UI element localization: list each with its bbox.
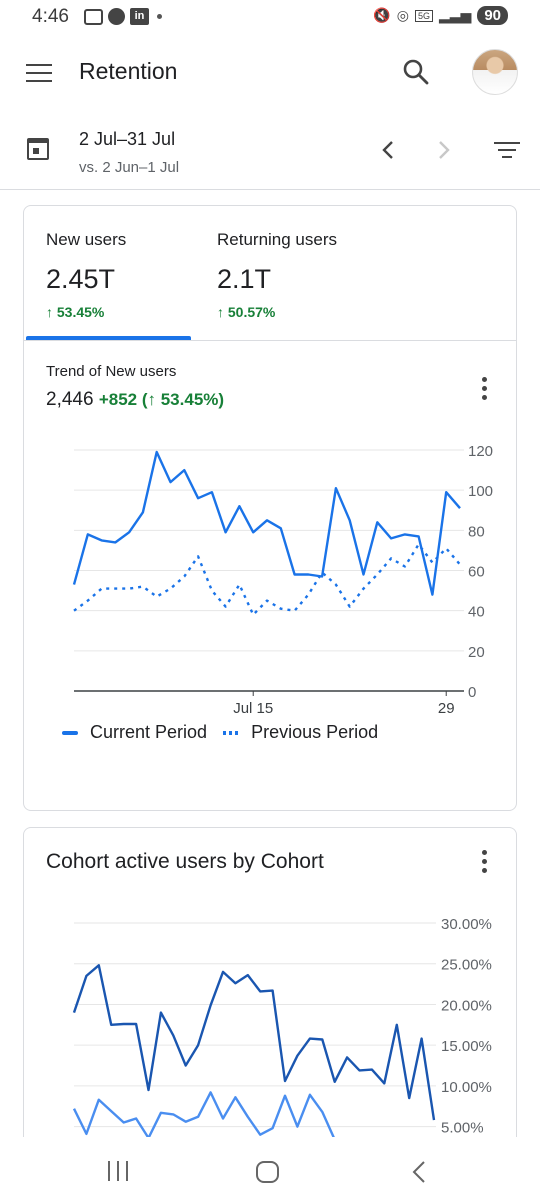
- y-tick-label: 10.00%: [441, 1079, 492, 1096]
- home-icon[interactable]: [256, 1161, 279, 1183]
- y-tick-label: 60: [468, 564, 485, 581]
- trend-value: 2,446 +852 (↑ 53.45%): [46, 389, 224, 411]
- page-title: Retention: [79, 58, 178, 84]
- legend-solid-swatch: [62, 730, 78, 735]
- chart-legend: Current Period Previous Period: [62, 722, 378, 743]
- y-tick-label: 25.00%: [441, 957, 492, 974]
- y-tick-label: 0: [468, 684, 476, 701]
- y-tick-label: 15.00%: [441, 1038, 492, 1055]
- app-bar: Retention: [0, 34, 540, 110]
- legend-current: Current Period: [90, 722, 208, 742]
- record-icon: [108, 8, 125, 25]
- metric-returning-users[interactable]: Returning users 2.1T ↑ 50.57%: [217, 230, 337, 320]
- status-time: 4:46: [32, 6, 69, 27]
- chevron-right-icon: [439, 141, 450, 159]
- y-tick-label: 20.00%: [441, 997, 492, 1014]
- hotspot-icon: ◎: [396, 7, 409, 23]
- more-notifications-icon: [157, 14, 162, 19]
- metric-value: 2.45T: [46, 264, 116, 294]
- recents-icon[interactable]: [108, 1161, 128, 1181]
- x-tick-label: 29: [438, 700, 455, 716]
- avatar[interactable]: [472, 49, 518, 95]
- y-tick-label: 20: [468, 644, 485, 661]
- y-tick-label: 40: [468, 604, 485, 621]
- chevron-left-icon[interactable]: [378, 138, 398, 162]
- cohort-series-line: [72, 964, 436, 1121]
- filter-icon[interactable]: [494, 142, 520, 162]
- search-icon[interactable]: [402, 58, 430, 86]
- y-tick-label: 5.00%: [441, 1120, 484, 1137]
- metric-value: 2.1T: [217, 264, 272, 294]
- battery-icon: 90: [477, 6, 508, 25]
- y-tick-label: 120: [468, 443, 493, 460]
- selected-tab-indicator: [26, 336, 191, 340]
- legend-dashed-swatch: [223, 730, 240, 735]
- metric-label: New users: [46, 230, 127, 249]
- menu-icon[interactable]: [26, 64, 52, 84]
- system-nav-bar: [0, 1137, 540, 1204]
- cohort-chart: 5.00% 10.00% 15.00% 20.00% 25.00% 30.00%: [72, 916, 492, 1138]
- metric-delta: ↑ 53.45%: [46, 304, 105, 320]
- status-notification-icons: in: [84, 8, 162, 25]
- users-overview-card: New users 2.45T ↑ 53.45% Returning users…: [23, 205, 517, 811]
- trend-total: 2,446: [46, 389, 94, 410]
- more-options-icon[interactable]: [482, 377, 488, 401]
- y-tick-label: 30.00%: [441, 916, 492, 933]
- compare-range: vs. 2 Jun–1 Jul: [79, 159, 180, 176]
- divider: [24, 340, 516, 341]
- status-system-icons: 🔇 ◎ 5G ▂▃▅ 90: [373, 6, 508, 25]
- trend-delta: +852 (↑ 53.45%): [98, 390, 225, 409]
- legend-previous: Previous Period: [251, 722, 379, 742]
- more-options-icon[interactable]: [482, 850, 488, 874]
- y-tick-label: 80: [468, 523, 485, 540]
- cohort-card: Cohort active users by Cohort 5.00% 10.00…: [23, 827, 517, 1157]
- y-tick-label: 100: [468, 483, 493, 500]
- cohort-title: Cohort active users by Cohort: [46, 850, 324, 873]
- trend-chart: 0 20 40 60 80 100 120 Jul 15 29: [72, 443, 493, 716]
- cohort-series-line: [72, 1091, 336, 1138]
- back-icon[interactable]: [408, 1159, 430, 1185]
- previous-period-line: [73, 543, 461, 616]
- metric-new-users[interactable]: New users 2.45T ↑ 53.45%: [46, 230, 126, 320]
- network-type-icon: 5G: [414, 9, 433, 22]
- date-range-bar: 2 Jul–31 Jul vs. 2 Jun–1 Jul: [0, 110, 540, 190]
- screenshot-icon: [84, 8, 103, 25]
- metric-delta: ↑ 50.57%: [217, 304, 276, 320]
- calendar-icon[interactable]: [27, 138, 49, 160]
- linkedin-icon: in: [130, 8, 149, 25]
- metric-label: Returning users: [217, 230, 338, 249]
- signal-icon: ▂▃▅: [439, 7, 472, 23]
- trend-label: Trend of New users: [46, 363, 177, 380]
- current-period-line: [72, 450, 461, 596]
- date-range[interactable]: 2 Jul–31 Jul: [79, 129, 176, 149]
- mute-icon: 🔇: [373, 7, 391, 23]
- x-tick-label: Jul 15: [233, 700, 273, 716]
- status-bar: 4:46 in 🔇 ◎ 5G ▂▃▅ 90: [0, 0, 540, 34]
